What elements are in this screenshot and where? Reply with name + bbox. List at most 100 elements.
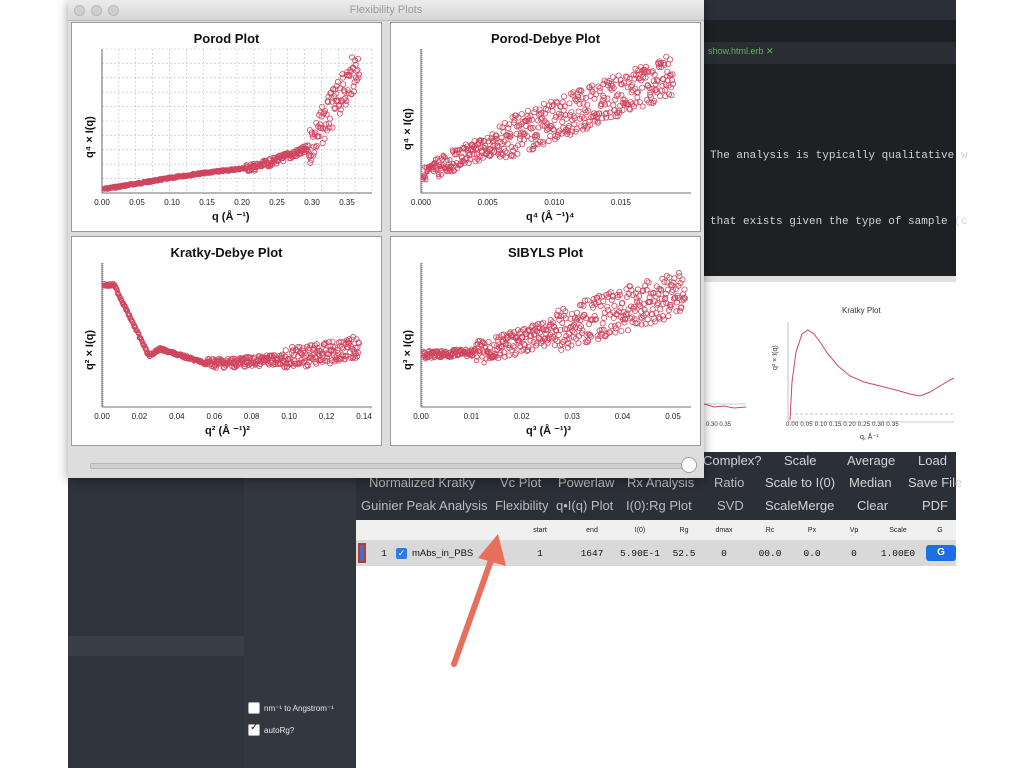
left-preview-ticks: 0.30 0.35 (706, 422, 732, 428)
porod-debye-plot-chart: 0.000 0.005 0.010 0.015 (411, 49, 691, 207)
kratky-debye-plot-panel: 0.00 0.02 0.04 0.06 0.08 0.10 0.12 0.14 (71, 236, 382, 446)
tick-label: 0.25 (269, 198, 285, 207)
porod-plot-xlabel: q (Å ⁻¹) (212, 211, 250, 223)
kratky-preview-title: Kratky Plot (842, 306, 881, 315)
porod-debye-plot-ylabel: q⁴ × I(q) (402, 108, 414, 150)
options-panel (244, 470, 356, 768)
clear-button[interactable]: Clear (857, 498, 889, 513)
scale-button[interactable]: Scale (784, 453, 817, 468)
tick-label: 0.30 (304, 198, 320, 207)
rx-analysis-button[interactable]: Rx Analysis (627, 475, 695, 490)
kratky-preview-ticks: 0.00 0.05 0.10 0.15 0.20 0.25 0.30 0.35 (786, 422, 899, 428)
kratky-debye-plot-xlabel: q² (Å ⁻¹)² (205, 425, 250, 437)
porod-debye-plot-xlabel: q⁴ (Å ⁻¹)⁴ (526, 211, 575, 223)
porod-debye-plot-panel: 0.000 0.005 0.010 0.015 (390, 22, 701, 232)
tick-label: 0.04 (615, 412, 631, 421)
porod-plot-panel: 0.00 0.05 0.10 0.15 0.20 0.25 0.30 0.35 (71, 22, 382, 232)
tick-label: 0.05 (129, 198, 145, 207)
kratky-preview-ylabel: q² × I(q) (772, 345, 779, 370)
svd-button[interactable]: SVD (717, 498, 744, 513)
tick-label: 0.015 (611, 198, 632, 207)
tick-label: 0.010 (544, 198, 565, 207)
tick-label: 0.05 (665, 412, 681, 421)
tick-label: 0.00 (413, 412, 429, 421)
header-dmax: dmax (715, 527, 733, 534)
tick-label: 0.20 (234, 198, 250, 207)
complex-button[interactable]: Complex? (703, 453, 762, 468)
row-name[interactable]: mAbs_in_PBS (412, 548, 474, 559)
close-window-icon[interactable] (74, 5, 85, 16)
row-end[interactable]: 1647 (580, 548, 604, 559)
tick-label: 0.02 (514, 412, 530, 421)
load-button[interactable]: Load (918, 453, 947, 468)
porod-debye-plot-title: Porod-Debye Plot (490, 31, 601, 46)
tick-label: 0.10 (281, 412, 297, 421)
row-rc: 00.0 (758, 548, 782, 559)
kratky-preview-chart (704, 322, 955, 423)
row-checkbox[interactable]: ✓ (396, 548, 407, 559)
header-i0: I(0) (634, 527, 646, 534)
flexibility-button[interactable]: Flexibility (495, 498, 549, 513)
code-line-2: that exists given the type of sample (c (710, 216, 968, 228)
row-start[interactable]: 1 (537, 548, 543, 559)
tick-label: 0.06 (206, 412, 222, 421)
tick-label: 0.04 (169, 412, 185, 421)
normalized-kratky-button[interactable]: Normalized Kratky (369, 475, 476, 490)
angstrom-option[interactable]: nm⁻¹ to Angstrom⁻¹ (248, 702, 334, 714)
sibyls-plot-title: SIBYLS Plot (507, 245, 584, 260)
scalemerge-button[interactable]: ScaleMerge (765, 498, 835, 513)
porod-plot-chart: 0.00 0.05 0.10 0.15 0.20 0.25 0.30 0.35 (94, 48, 373, 207)
average-button[interactable]: Average (847, 453, 896, 468)
sibyls-plot-chart: 0.00 0.01 0.02 0.03 0.04 0.05 (413, 263, 691, 421)
tick-label: 0.03 (564, 412, 580, 421)
tick-label: 0.02 (132, 412, 148, 421)
qiq-plot-button[interactable]: q•I(q) Plot (556, 498, 614, 513)
row-dmax: 0 (721, 548, 727, 559)
code-line-1: The analysis is typically qualitative w (710, 150, 968, 162)
median-button[interactable]: Median (849, 475, 892, 490)
editor-tab[interactable]: show.html.erb ✕ (708, 46, 774, 56)
plot-slider-track[interactable] (90, 463, 690, 469)
angstrom-checkbox[interactable] (248, 702, 260, 714)
header-end: end (586, 527, 598, 534)
row-index: 1 (381, 548, 387, 559)
row-i0: 5.90E-1 (620, 548, 660, 559)
sibyls-plot-xlabel: q³ (Å ⁻¹)³ (526, 425, 571, 437)
header-start: start (533, 527, 547, 534)
i0-rg-plot-button[interactable]: I(0):Rg Plot (626, 498, 692, 513)
tick-label: 0.000 (411, 198, 432, 207)
save-file-button[interactable]: Save File (908, 475, 963, 490)
ratio-button[interactable]: Ratio (714, 475, 745, 490)
vc-plot-button[interactable]: Vc Plot (500, 475, 542, 490)
guinier-button[interactable]: G (926, 545, 956, 561)
left-sidebar-row (68, 636, 244, 656)
header-g: G (937, 527, 943, 534)
autorg-option[interactable]: autoRg? (248, 722, 294, 736)
row-scale[interactable]: 1.00E0 (880, 548, 916, 559)
scale-to-i0-button[interactable]: Scale to I(0) (765, 475, 836, 490)
sibyls-plot-ylabel: q³ × I(q) (402, 329, 414, 370)
row-color-marker[interactable] (358, 543, 366, 563)
maximize-window-icon[interactable] (108, 5, 119, 16)
row-rg: 52.5 (672, 548, 696, 559)
tick-label: 0.00 (94, 198, 110, 207)
window-titlebar[interactable] (68, 0, 704, 21)
porod-plot-ylabel: q⁴ × I(q) (84, 116, 96, 158)
header-rc: Rc (765, 527, 775, 534)
table-row[interactable] (356, 540, 956, 566)
row-vp: 0 (851, 548, 857, 559)
minimize-window-icon[interactable] (91, 5, 102, 16)
kratky-preview-panel (704, 276, 956, 452)
plot-slider-handle[interactable] (681, 457, 697, 473)
powerlaw-button[interactable]: Powerlaw (558, 475, 615, 490)
tick-label: 0.00 (94, 412, 110, 421)
window-title: Flexibility Plots (349, 4, 423, 16)
porod-plot-title: Porod Plot (193, 31, 260, 46)
tick-label: 0.01 (464, 412, 480, 421)
autorg-checkbox[interactable] (248, 722, 260, 736)
pdf-button[interactable]: PDF (922, 498, 948, 513)
row-px: 0.0 (803, 548, 821, 559)
guinier-peak-analysis-button[interactable]: Guinier Peak Analysis (361, 498, 488, 513)
tick-label: 0.10 (164, 198, 180, 207)
tick-label: 0.35 (339, 198, 355, 207)
